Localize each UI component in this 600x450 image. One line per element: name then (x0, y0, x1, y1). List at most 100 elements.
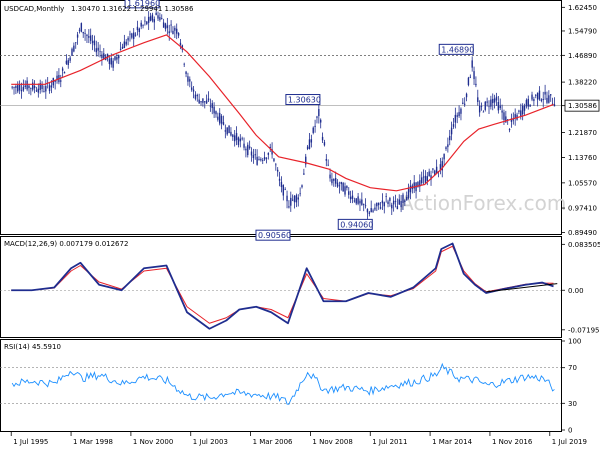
price-candle (435, 159, 438, 175)
price-candle (450, 121, 453, 141)
x-tick-label: 1 Mar 2006 (253, 438, 293, 446)
price-candle (514, 108, 516, 126)
price-candle (118, 54, 120, 64)
price-candle (174, 25, 176, 39)
price-candle (20, 82, 23, 99)
price-candle (383, 201, 385, 214)
price-candle (351, 190, 354, 204)
price-candle (301, 184, 303, 189)
price-candle (454, 107, 457, 129)
price-y-tick-label: 1.54790 (568, 27, 597, 35)
macd-layer (0, 242, 561, 330)
price-candle (116, 53, 118, 64)
price-y-tick-label: 1.46890 (568, 52, 597, 60)
price-candle (200, 101, 202, 106)
price-candle (419, 174, 421, 193)
x-tick-label: 1 Nov 2008 (312, 438, 352, 446)
price-candle (159, 12, 161, 22)
price-candle (338, 181, 341, 194)
price-candle (499, 98, 501, 111)
price-candle (247, 142, 249, 158)
price-candle (97, 42, 99, 57)
price-candle (370, 200, 372, 213)
price-candle (258, 156, 260, 161)
price-candle (525, 98, 528, 109)
price-candle (15, 83, 17, 95)
macd-line (11, 242, 554, 330)
price-y-tick-label: 0.97410 (568, 205, 597, 213)
price-y-tick-label: 1.62450 (568, 4, 597, 12)
price-candle (275, 162, 277, 171)
price-candle (452, 118, 455, 129)
price-candle (134, 32, 137, 37)
price-candle (207, 91, 210, 103)
x-tick-label: 1 Mar 2014 (432, 438, 472, 446)
price-candle (379, 201, 382, 210)
price-candle (355, 198, 357, 206)
price-candle (527, 95, 529, 110)
price-candle (48, 82, 51, 94)
price-candle (303, 168, 305, 175)
price-candle (239, 134, 241, 148)
price-candle (342, 181, 344, 192)
price-candle (147, 11, 150, 30)
price-candle (17, 81, 19, 94)
price-candle (228, 125, 230, 134)
price-candle (477, 89, 479, 106)
price-candle (359, 198, 361, 212)
price-candle (260, 157, 262, 162)
watermark: ActionForex.com (400, 191, 566, 215)
price-candle (424, 170, 427, 185)
price-candle (293, 194, 296, 209)
price-candle (63, 71, 66, 74)
price-candle (493, 94, 496, 109)
price-candle (39, 79, 41, 94)
price-candle (123, 34, 126, 49)
price-candle (196, 93, 198, 102)
price-candle (422, 169, 425, 185)
price-candle (318, 104, 320, 124)
svg-text:1.30630: 1.30630 (288, 96, 321, 105)
price-candle (56, 71, 58, 84)
price-candle (142, 24, 144, 29)
price-y-tick-label: 1.21870 (568, 129, 597, 137)
price-candle (252, 148, 255, 164)
x-tick-label: 1 Jul 2003 (193, 438, 228, 446)
price-y-tick-label: 1.38220 (568, 79, 597, 87)
price-candle (295, 193, 298, 208)
price-candle (467, 76, 470, 87)
price-candle (447, 137, 449, 153)
macd-signal-line (11, 245, 554, 324)
price-candle (306, 144, 309, 151)
price-candle (187, 72, 189, 86)
price-candle (58, 68, 60, 85)
price-candle (531, 91, 533, 102)
price-candle (183, 62, 185, 68)
price-candle (219, 108, 221, 126)
x-tick-label: 1 Jul 2011 (372, 438, 407, 446)
svg-text:0.94060: 0.94060 (340, 220, 373, 229)
price-candle (153, 16, 155, 30)
price-candle (465, 92, 468, 102)
price-candle (374, 203, 376, 212)
price-candle (164, 22, 167, 32)
price-candle (325, 154, 328, 167)
price-candle (385, 193, 387, 203)
price-candle (262, 157, 264, 165)
price-candle (394, 194, 397, 208)
price-candle (535, 94, 537, 99)
price-candle (478, 100, 481, 117)
price-candle (445, 146, 447, 151)
price-annotation: 0.94060 (337, 218, 373, 230)
price-candle (278, 171, 281, 187)
price-candle (263, 151, 266, 161)
price-candle (222, 115, 225, 126)
price-candle (376, 202, 378, 212)
price-candle (61, 66, 64, 78)
price-candle (460, 107, 462, 121)
price-candle (170, 20, 172, 33)
svg-text:1.61960: 1.61960 (127, 0, 160, 8)
price-candle (426, 172, 428, 186)
price-candle (458, 105, 460, 118)
price-candle (542, 91, 544, 108)
